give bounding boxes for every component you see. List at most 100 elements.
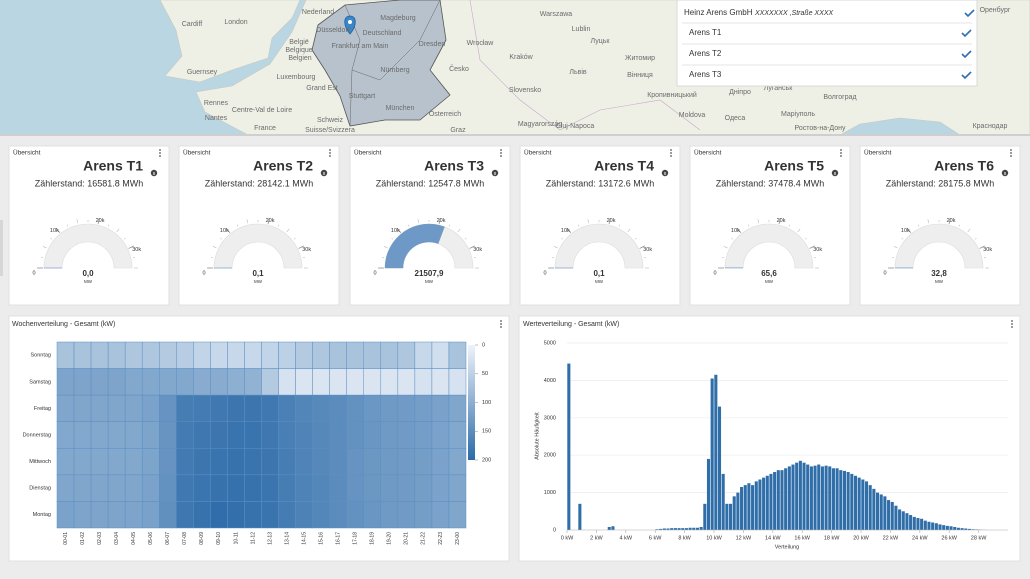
menu-dot[interactable] [1010, 149, 1012, 151]
menu-dot[interactable] [159, 149, 161, 151]
heat-cell [124, 394, 143, 422]
x-tick-label: 20 kW [853, 535, 869, 541]
histogram-bar [835, 468, 839, 530]
meter-reading: Zählerstand: 37478.4 MWh [716, 178, 825, 188]
gauge-minor-tick [958, 224, 961, 227]
histogram-bar [861, 479, 865, 530]
menu-dot[interactable] [1010, 155, 1012, 157]
heat-cell [90, 394, 109, 422]
menu-dot[interactable] [329, 149, 331, 151]
row-label: Samstag [29, 379, 51, 385]
map-label: Одеса [725, 115, 746, 122]
menu-dot[interactable] [840, 155, 842, 157]
menu-dot[interactable] [840, 152, 842, 154]
menu-dot[interactable] [329, 152, 331, 154]
gauge-minor-tick [723, 246, 728, 249]
gauge-track [894, 223, 984, 269]
gauge-tick-label: 30k [302, 247, 311, 253]
heat-cell [90, 501, 109, 529]
card-title: Arens T6 [934, 158, 994, 174]
gauge-minor-tick [618, 224, 621, 227]
menu-dots[interactable] [1011, 320, 1013, 328]
menu-dot[interactable] [670, 155, 672, 157]
selector-item[interactable]: Arens T1 [689, 28, 722, 37]
map-label: Warszawa [540, 11, 573, 18]
heat-cell [346, 448, 365, 476]
menu-dot[interactable] [840, 149, 842, 151]
histogram-bar [662, 528, 666, 530]
histogram-bar [890, 501, 894, 530]
column-label: 11-12 [250, 532, 256, 545]
menu-dot[interactable] [500, 152, 502, 154]
heat-cell [363, 394, 382, 422]
histogram-bar [927, 521, 931, 530]
x-tick-label: 24 kW [912, 535, 928, 541]
menu-dot[interactable] [670, 152, 672, 154]
histogram-bar [762, 477, 766, 530]
heat-cell [363, 474, 382, 502]
menu-dot[interactable] [159, 155, 161, 157]
menu-dot[interactable] [500, 155, 502, 157]
histogram-bar [578, 503, 582, 530]
map-label: Dresden [419, 41, 446, 48]
heat-cell [397, 501, 416, 529]
gauge-tick [639, 245, 646, 249]
heat-cell [193, 341, 211, 369]
selector[interactable]: Heinz Arens GmbH XXXXXXX ,Straße XXXX Ar… [676, 0, 978, 87]
map-marker[interactable] [344, 15, 356, 35]
region-highlight [311, 0, 451, 127]
gauge-minor-tick [731, 237, 734, 240]
heat-cell [244, 448, 262, 476]
heat-cell [227, 448, 245, 476]
gauge-card: Übersicht Arens T3 Zählerstand: 12547.8 MW… [349, 145, 511, 306]
heat-cell [380, 448, 399, 476]
heat-cell [431, 474, 450, 502]
gauge-minor-tick [577, 224, 580, 227]
menu-dot[interactable] [500, 149, 502, 151]
gauge-minor-tick [627, 228, 631, 233]
gauge-tick [225, 227, 231, 234]
gauge-minor-tick [383, 246, 388, 249]
gauge-minor-tick [123, 237, 126, 240]
heat-cell [244, 501, 262, 529]
gauge-tick-label: 10k [901, 228, 910, 234]
selector-item[interactable]: Arens T3 [689, 70, 722, 79]
menu-dot[interactable] [159, 152, 161, 154]
gauge-minor-tick [747, 224, 750, 227]
histogram-bar [706, 458, 711, 530]
histogram-bar [809, 466, 813, 530]
selector-item[interactable]: Arens T2 [689, 49, 722, 58]
gauge-minor-tick [391, 237, 394, 240]
x-tick-label: 16 kW [794, 535, 810, 541]
histogram-bar [740, 486, 744, 530]
histogram-bar [879, 494, 883, 530]
gauge-minor-tick [927, 219, 930, 224]
histogram-bar [673, 528, 677, 530]
gauge-minor-tick [66, 224, 69, 227]
heat-cell [124, 421, 143, 449]
heat-cell [380, 474, 399, 502]
gauge-tick [267, 218, 270, 225]
menu-dot[interactable] [670, 149, 672, 151]
histogram-bar [795, 462, 799, 530]
histogram-bar [655, 529, 659, 530]
histogram-bar [791, 464, 795, 530]
heat-cell [363, 448, 382, 476]
side-tab[interactable] [0, 220, 3, 276]
menu-dots[interactable] [500, 320, 502, 328]
colorbar-tick-label: 0 [482, 342, 485, 348]
gauge-tick [438, 218, 441, 225]
check [961, 29, 972, 38]
gauge-unit: MW [935, 279, 944, 284]
map-label: Cardiff [182, 21, 203, 28]
menu-dot[interactable] [329, 155, 331, 157]
map-label: Cluj-Napoca [556, 123, 595, 130]
heat-cell [176, 368, 194, 396]
heat-cell [397, 448, 416, 476]
heat-cell [380, 341, 399, 369]
heat-cell [363, 501, 382, 529]
gauge-minor-tick [246, 219, 249, 224]
gauge-minor-tick [797, 228, 801, 233]
menu-dot[interactable] [1010, 152, 1012, 154]
